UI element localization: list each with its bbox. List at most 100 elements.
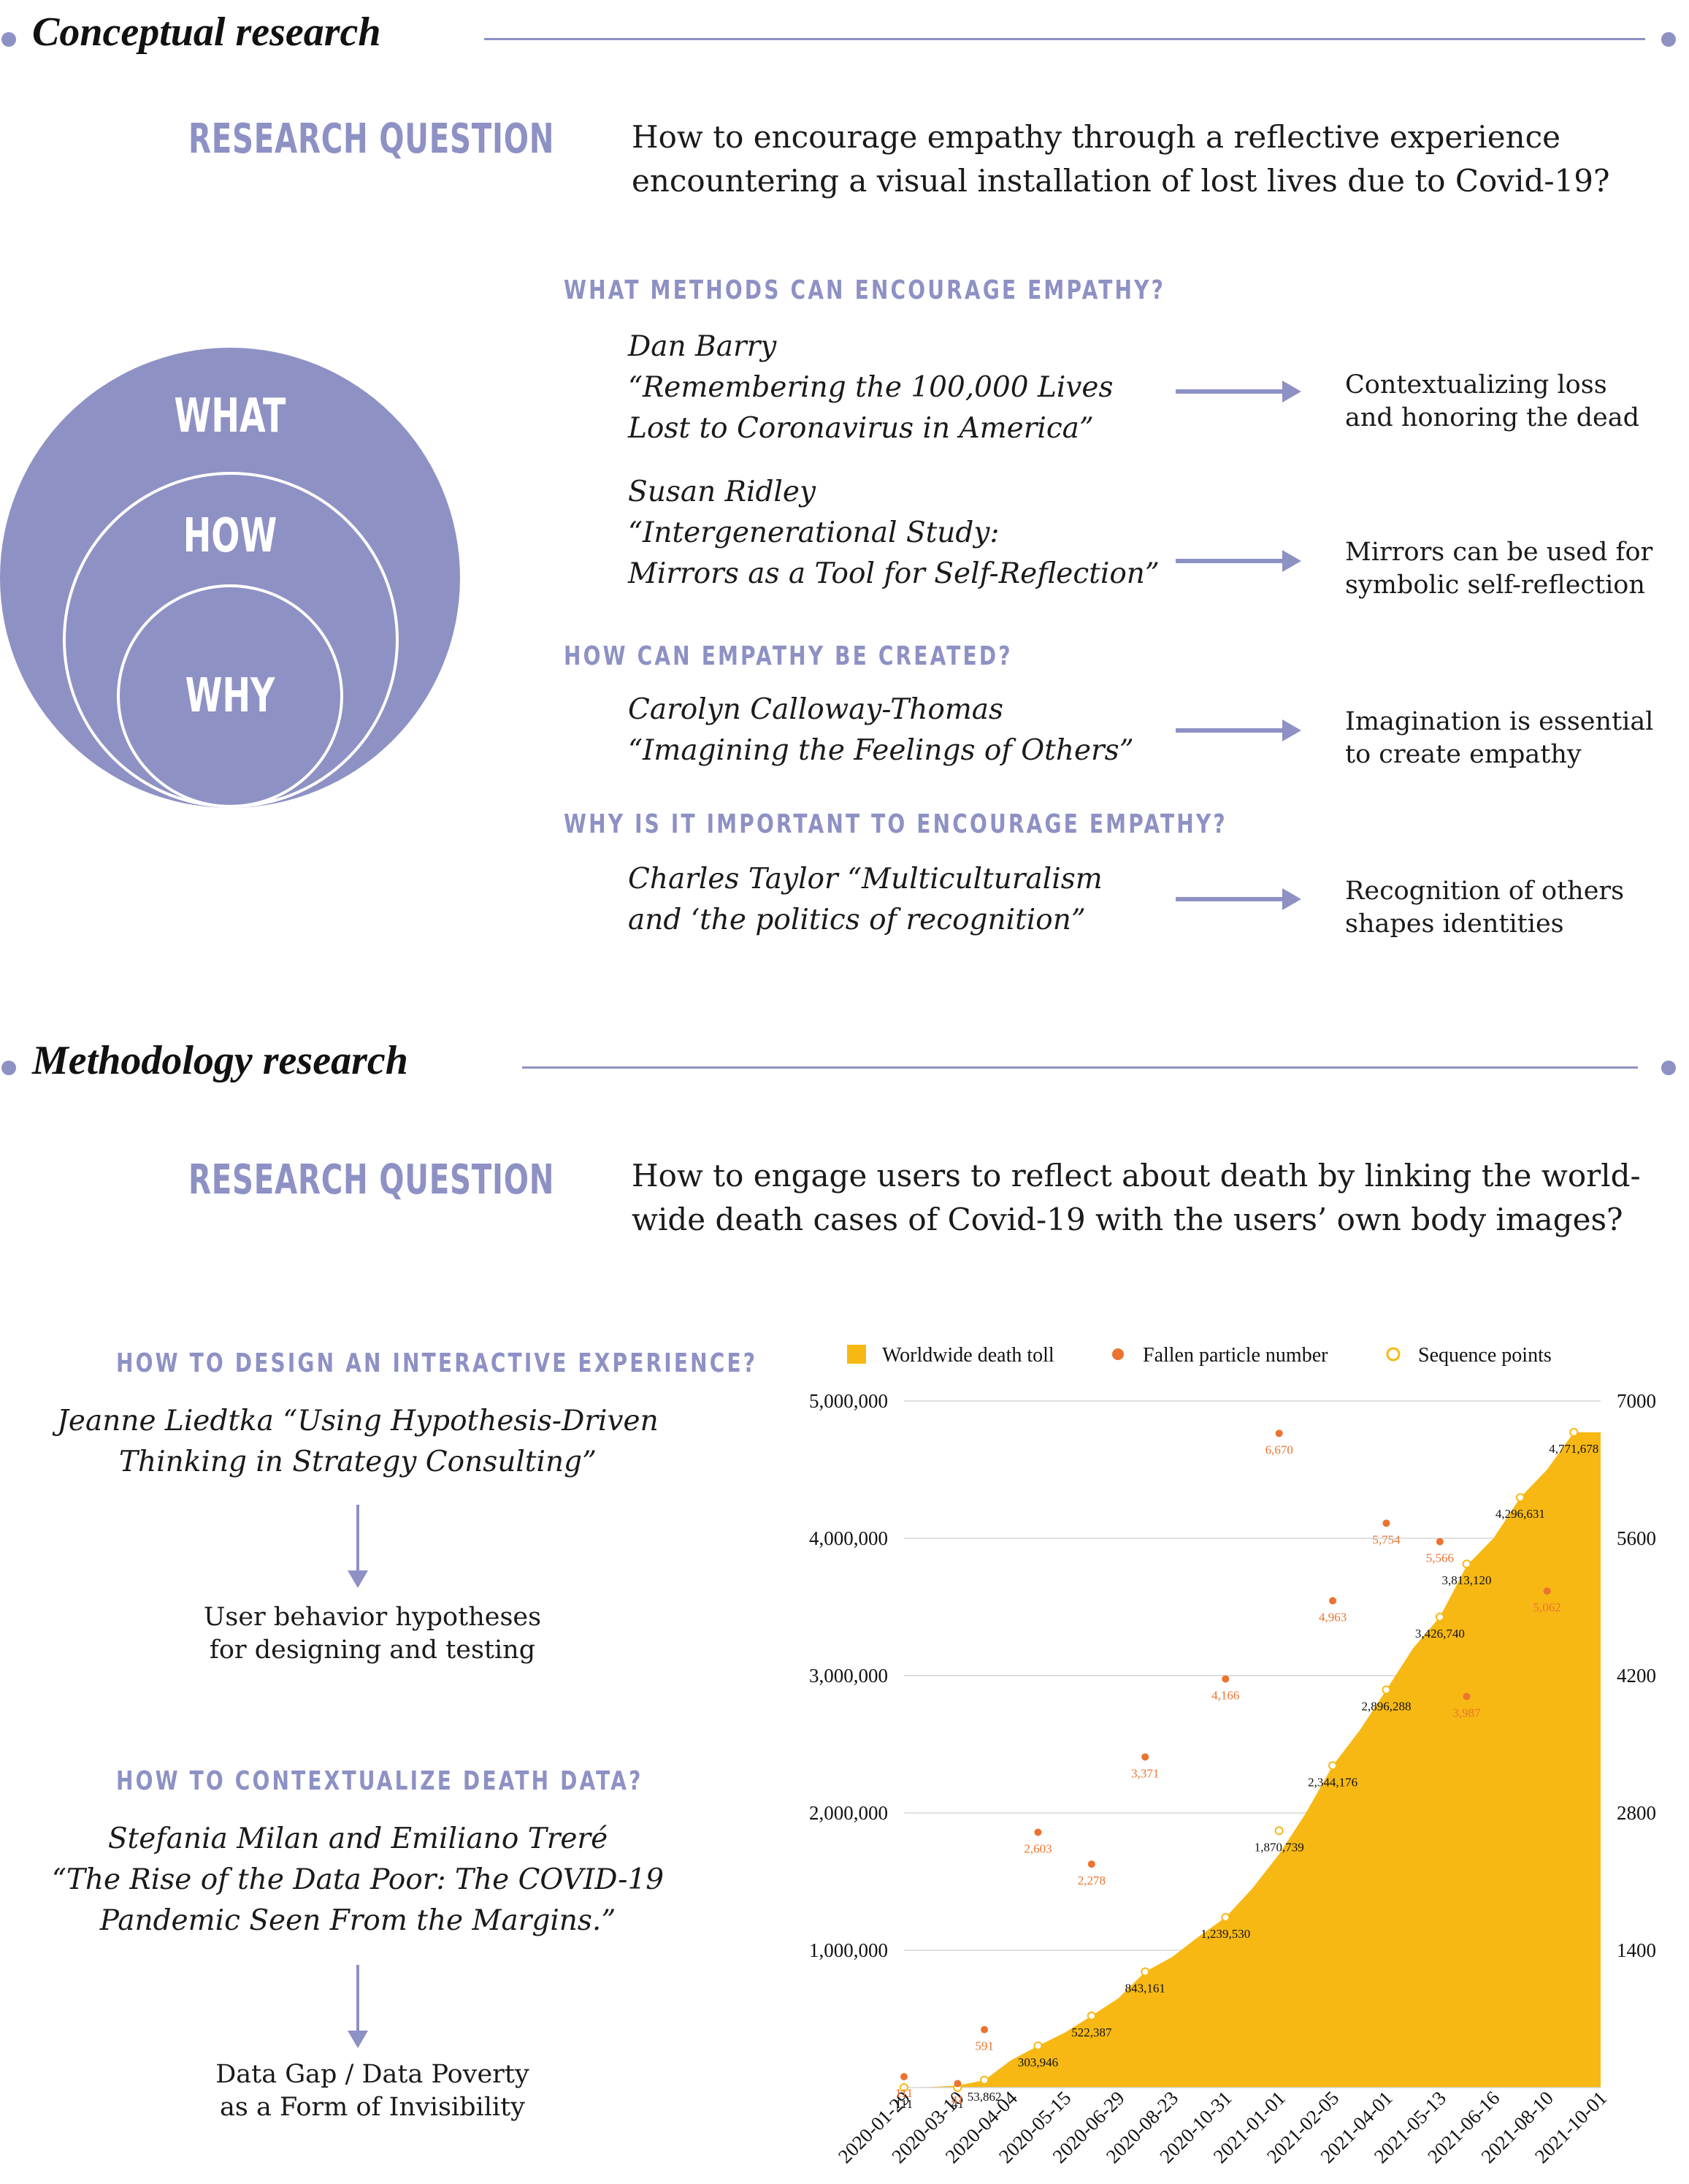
y-tick-label-left: 1,000,000 (809, 1939, 888, 1961)
sequence-point (1435, 1612, 1444, 1622)
result-data-gap: Data Gap / Data Poverty as a Form of Inv… (215, 2060, 529, 2122)
particle-point-label: 41 (951, 2093, 964, 2107)
particle-point (1034, 1828, 1042, 1836)
death-toll-area (904, 1432, 1601, 2088)
reference-susan-ridley: Susan Ridley “Intergenerational Study: M… (628, 476, 1160, 590)
sequence-point (1221, 1912, 1230, 1922)
y-tick-label-left: 2,000,000 (809, 1802, 888, 1824)
result-contextualizing-loss: Contextualizing loss and honoring the de… (1345, 370, 1639, 432)
y-tick-label-left: 5,000,000 (809, 1390, 888, 1412)
section-dot-right (1661, 32, 1676, 47)
arrow-right-icon (1176, 381, 1301, 402)
legend-swatch-particle (1112, 1348, 1124, 1360)
sequence-point (1462, 1559, 1471, 1569)
sequence-point-label: 303,946 (1018, 2055, 1058, 2069)
particle-point-label: 2,278 (1078, 1874, 1106, 1887)
question-why-important: WHY IS IT IMPORTANT TO ENCOURAGE EMPATHY… (564, 809, 1228, 839)
sequence-point-label: 53,862 (968, 2090, 1002, 2104)
chart-marks: 111 41 53,862 303,946 522,387 843,161 1,239,53… (895, 1427, 1598, 2111)
reference-liedtka: Jeanne Liedtka “Using Hypothesis-Driven … (57, 1405, 659, 1478)
particle-point (1087, 1860, 1095, 1868)
question-contextualize-death-data: HOW TO CONTEXTUALIZE DEATH DATA? (116, 1766, 643, 1796)
section-divider (522, 1066, 1638, 1069)
section-title-conceptual: Conceptual research (32, 9, 381, 55)
question-what-methods: WHAT METHODS CAN ENCOURAGE EMPATHY? (564, 275, 1166, 305)
y-tick-label-right: 5600 (1617, 1527, 1656, 1549)
sequence-point (980, 2075, 989, 2085)
reference-charles-taylor: Charles Taylor “Multiculturalism and ‘th… (628, 863, 1103, 936)
death-toll-chart: Worldwide death toll Fallen particle num… (809, 1344, 1656, 2167)
particle-point (1543, 1587, 1551, 1595)
sequence-point-label: 522,387 (1071, 2025, 1112, 2039)
arrow-down-icon (348, 1965, 368, 2048)
particle-point (900, 2073, 908, 2081)
result-imagination: Imagination is essential to create empat… (1345, 707, 1654, 769)
legend-swatch-sequence (1386, 1347, 1401, 1362)
y-tick-label-left: 4,000,000 (809, 1527, 888, 1549)
legend-label-particle: Fallen particle number (1143, 1344, 1328, 1367)
particle-point (981, 2025, 989, 2034)
research-question-text: How to encourage empathy through a refle… (632, 119, 1610, 199)
sequence-point-label: 3,813,120 (1442, 1573, 1492, 1587)
sequence-point-label: 2,344,176 (1308, 1775, 1357, 1789)
y-tick-label-left: 3,000,000 (809, 1665, 888, 1687)
particle-point-label: 3,371 (1131, 1766, 1159, 1780)
reference-dan-barry: Dan Barry “Remembering the 100,000 Lives… (628, 330, 1114, 445)
particle-point-label: 2,603 (1024, 1841, 1052, 1855)
particle-point-label: 5,754 (1372, 1532, 1401, 1546)
particle-point (1382, 1519, 1390, 1527)
section-dot-right (1661, 1061, 1676, 1075)
question-how-created: HOW CAN EMPATHY BE CREATED? (564, 641, 1013, 671)
arrow-right-icon (1176, 888, 1301, 910)
sequence-point-label: 41 (951, 2097, 964, 2111)
y-tick-label-right: 4200 (1617, 1665, 1656, 1687)
particle-point-label: 3,987 (1452, 1706, 1481, 1720)
particle-point (1141, 1753, 1149, 1761)
particle-point-label: 4,963 (1319, 1611, 1347, 1624)
arrow-right-icon (1176, 719, 1301, 741)
arrow-right-icon (1176, 550, 1301, 572)
why-circle (117, 584, 343, 808)
research-question-label: RESEARCH QUESTION (188, 1156, 555, 1204)
research-question-text: How to engage users to reflect about dea… (632, 1158, 1641, 1237)
sequence-point (1569, 1427, 1579, 1437)
how-label: HOW (183, 509, 277, 563)
what-label: WHAT (174, 389, 286, 443)
sequence-point (1515, 1493, 1525, 1503)
chart-legend: Worldwide death toll Fallen particle num… (847, 1344, 1552, 1367)
reference-milan-trere: Stefania Milan and Emiliano Treré “The R… (51, 1822, 665, 1937)
particle-point-label: 5,062 (1533, 1600, 1560, 1614)
particle-point (954, 2080, 962, 2088)
section-dot-left (1, 32, 16, 47)
particle-point (1275, 1429, 1283, 1437)
section-title-methodology: Methodology research (32, 1038, 408, 1083)
sequence-point (1033, 2041, 1043, 2050)
question-interactive-experience: HOW TO DESIGN AN INTERACTIVE EXPERIENCE? (116, 1348, 758, 1378)
result-hypotheses: User behavior hypotheses for designing a… (203, 1603, 542, 1665)
reference-calloway-thomas: Carolyn Calloway-Thomas “Imagining the F… (628, 693, 1134, 767)
result-mirrors: Mirrors can be used for symbolic self-re… (1345, 538, 1653, 600)
y-tick-label-right: 2800 (1617, 1802, 1656, 1824)
section-dot-left (1, 1061, 16, 1075)
particle-point-label: 5,566 (1426, 1551, 1454, 1565)
result-recognition: Recognition of others shapes identities (1345, 877, 1625, 939)
sequence-point (1274, 1826, 1284, 1836)
sequence-point (1141, 1967, 1150, 1977)
sequence-point (900, 2082, 908, 2092)
arrow-down-icon (348, 1505, 368, 1588)
particle-point-label: 4,166 (1211, 1689, 1239, 1703)
sequence-point-label: 4,296,631 (1495, 1507, 1545, 1521)
legend-swatch-death-toll (847, 1345, 866, 1364)
research-question-label: RESEARCH QUESTION (188, 115, 555, 163)
sequence-point-label: 1,239,530 (1200, 1927, 1250, 1941)
legend-label-death-toll: Worldwide death toll (882, 1344, 1054, 1367)
sequence-point-label: 843,161 (1125, 1981, 1165, 1995)
section-divider (484, 38, 1645, 40)
sequence-point-label: 111 (895, 2097, 913, 2111)
y-tick-label-right: 1400 (1617, 1939, 1656, 1961)
legend-label-sequence: Sequence points (1418, 1344, 1552, 1367)
particle-point (1329, 1597, 1337, 1605)
sequence-point-label: 2,896,288 (1361, 1699, 1411, 1713)
particle-point-label: 111 (895, 2086, 913, 2100)
sequence-point-label: 3,426,740 (1415, 1627, 1465, 1641)
